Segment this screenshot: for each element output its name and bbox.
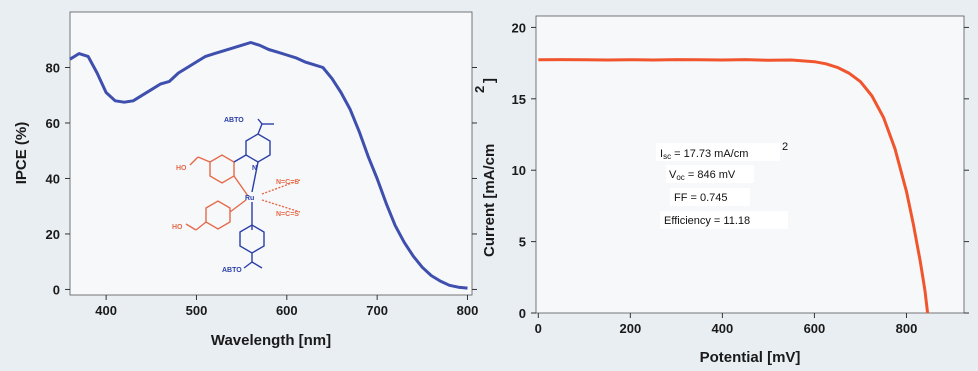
voc-annotation: Voc = 846 mV (669, 169, 736, 182)
jv-series-line (538, 58, 930, 314)
jv-y-axis-label: Current [mA/cm (481, 144, 498, 257)
jv-y-axis-label-sup: 2 (472, 86, 487, 93)
jv-x-axis-label: Potential [mV] (700, 349, 801, 366)
dye-label-ncs-1: N=C=S (276, 179, 299, 186)
ipce-y-tick-label: 20 (46, 227, 60, 242)
jv-x-tick-label: 400 (712, 321, 734, 336)
ipce-x-axis-label: Wavelength [nm] (211, 332, 331, 349)
jv-x-tick-label: 600 (804, 321, 826, 336)
dye-label-ho-bottom: HO (172, 224, 183, 231)
ipce-y-tick-label: 80 (46, 60, 60, 75)
isc-box (656, 143, 780, 161)
ipce-y-ticks: 0 20 40 60 80 (46, 60, 477, 297)
ipce-x-tick-label: 800 (457, 303, 479, 318)
jv-y-tick-label: 5 (519, 235, 526, 250)
jv-y-axis-label-close: ] (481, 78, 498, 83)
jv-x-tick-label: 200 (619, 321, 641, 336)
dye-label-abto-bottom: ABTO (222, 267, 242, 274)
jv-y-tick-label: 20 (512, 20, 526, 35)
jv-x-ticks: 0 200 400 600 800 (535, 313, 918, 336)
ipce-plot-area (69, 11, 473, 296)
jv-y-tick-label: 10 (512, 163, 526, 178)
ipce-y-tick-label: 40 (46, 171, 60, 186)
voc-box (666, 165, 754, 183)
isc-annotation: Isc = 17.73 mA/cm (660, 148, 748, 161)
ipce-y-tick-label: 0 (53, 282, 60, 297)
ipce-series-line (69, 41, 468, 290)
efficiency-box (660, 211, 788, 229)
dye-label-ncs-2: N=C=S (276, 211, 299, 218)
jv-y-tick-label: 0 (519, 306, 526, 321)
ff-annotation: FF = 0.745 (674, 192, 728, 204)
dye-molecule-structure (185, 118, 301, 269)
jv-y-ticks: 0 5 10 15 20 (512, 20, 969, 321)
jv-y-tick-label: 15 (512, 92, 526, 107)
jv-plot-area (535, 15, 965, 314)
ipce-y-axis-label: IPCE (%) (13, 122, 30, 185)
ipce-x-tick-label: 400 (95, 303, 117, 318)
dye-label-n: N (252, 165, 257, 172)
ipce-x-tick-label: 700 (366, 303, 388, 318)
dye-label-ru: Ru (245, 195, 254, 202)
ipce-x-tick-label: 600 (276, 303, 298, 318)
ipce-chart: 400 500 600 700 800 0 20 40 60 80 Wavelength [nm… (13, 11, 478, 349)
jv-annotations: Isc = 17.73 mA/cm 2 Voc = 846 mV FF = 0.… (656, 141, 788, 229)
jv-y-axis-label-group: Current [mA/cm 2 ] (472, 78, 498, 257)
ipce-x-tick-label: 500 (186, 303, 208, 318)
jv-x-tick-label: 0 (535, 321, 542, 336)
efficiency-annotation: Efficiency = 11.18 (664, 215, 750, 227)
dye-label-abto-top: ABTO (224, 117, 244, 124)
isc-annotation-sup: 2 (782, 141, 788, 153)
jv-chart: 0 200 400 600 800 0 5 10 15 20 Potential [mV] Cu… (472, 15, 969, 366)
jv-x-tick-label: 800 (896, 321, 918, 336)
dye-label-ho-top: HO (176, 165, 187, 172)
ipce-x-ticks: 400 500 600 700 800 (95, 295, 478, 318)
ipce-y-tick-label: 60 (46, 116, 60, 131)
ff-box (670, 188, 750, 206)
